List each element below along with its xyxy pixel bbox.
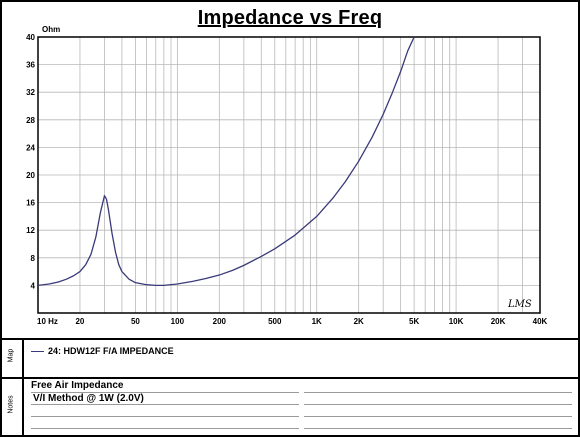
series-layer: [37, 36, 415, 287]
y-tick-label: 24: [26, 143, 35, 152]
x-tick-label: 2K: [354, 317, 364, 326]
note-rule: [31, 404, 299, 405]
map-side-label: Map: [7, 348, 15, 363]
y-tick-label: 28: [26, 116, 35, 125]
note-rule: [304, 392, 572, 393]
note-rule: [304, 404, 572, 405]
x-tick-label: 10K: [449, 317, 464, 326]
legend-swatch: [31, 350, 44, 352]
y-axis-label: Ohm: [42, 25, 60, 34]
note-rule: [304, 416, 572, 417]
legend-entry: 24: HDW12F F/A IMPEDANCE: [31, 346, 174, 356]
y-tick-label: 36: [26, 61, 35, 70]
x-tick-label: 5K: [409, 317, 419, 326]
y-tick-label: 12: [26, 226, 35, 235]
notes-top-divider: [0, 377, 580, 379]
y-tick-label: 16: [26, 199, 35, 208]
notes-side-label: Notes: [7, 395, 15, 414]
x-tick-labels: 10 Hz 20 50 100 200 500 1K 2K 5K 10K 20K 40K: [37, 317, 548, 326]
note-line-2: V/I Method @ 1W (2.0V): [33, 393, 144, 404]
y-tick-label: 8: [31, 254, 36, 263]
note-rule: [304, 428, 572, 429]
y-tick-labels: 4 8 12 16 20 24 28 32 36 40: [26, 33, 35, 290]
y-tick-label: 40: [26, 33, 35, 42]
y-tick-label: 32: [26, 88, 35, 97]
note-line-1: Free Air Impedance: [31, 380, 124, 391]
chart-title: Impedance vs Freq: [197, 7, 383, 29]
notes-side-column: [0, 378, 24, 435]
lms-signature: LMS: [507, 299, 532, 310]
map-side-column: [0, 339, 24, 377]
x-tick-label: 20K: [491, 317, 506, 326]
x-tick-label: 1K: [312, 317, 322, 326]
x-tick-label: 10 Hz: [37, 317, 58, 326]
legend-label: 24: HDW12F F/A IMPEDANCE: [48, 346, 174, 356]
note-rule: [31, 428, 299, 429]
x-tick-label: 100: [171, 317, 185, 326]
x-tick-label: 500: [268, 317, 282, 326]
grid-layer: [38, 37, 540, 313]
y-tick-label: 4: [31, 281, 36, 290]
y-tick-label: 20: [26, 171, 35, 180]
x-tick-label: 40K: [533, 317, 548, 326]
x-tick-label: 50: [131, 317, 140, 326]
x-tick-label: 200: [213, 317, 227, 326]
note-rule: [31, 392, 299, 393]
impedance-chart: 4 8 12 16 20 24 28 32 36 40 10 Hz 20 50 100 200 500 1K 2…: [26, 25, 548, 326]
x-tick-label: 20: [75, 317, 84, 326]
note-rule: [31, 416, 299, 417]
map-top-divider: [0, 338, 580, 340]
plot-border: [37, 36, 541, 314]
impedance-series-line: [37, 36, 415, 287]
